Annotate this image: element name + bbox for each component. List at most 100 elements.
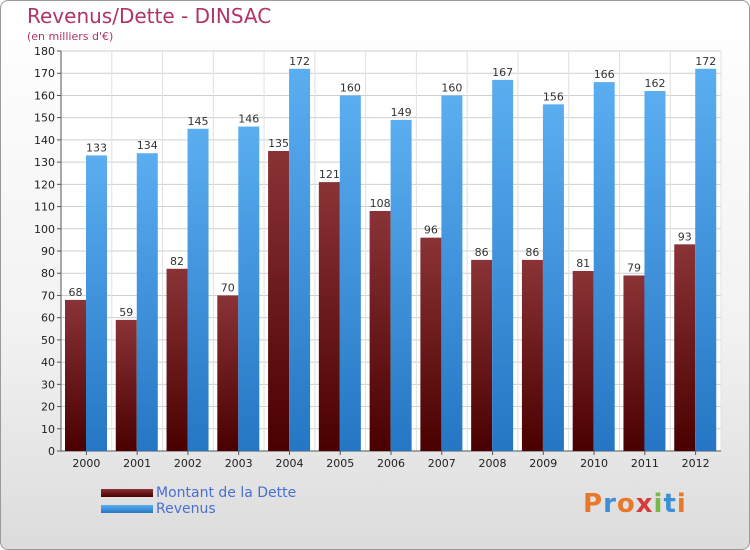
x-tick-label: 2012 [682,457,710,470]
data-label-revenus-2009: 156 [543,90,564,103]
bar-debt-2010 [572,271,594,451]
y-tick-label: 120 [34,178,55,191]
chart-title: Revenus/Dette - DINSAC [27,4,272,28]
data-label-revenus-2012: 172 [695,55,716,68]
data-label-debt-2006: 108 [370,197,391,210]
x-tick-label: 2000 [72,457,100,470]
data-label-debt-2012: 93 [678,230,692,243]
bar-revenus-2004 [289,68,311,452]
legend-swatch-revenus [101,505,153,513]
bar-debt-2000 [65,299,86,451]
y-tick-label: 160 [34,89,55,102]
data-label-debt-2009: 86 [525,246,539,259]
labels: 0 10 20 30 40 50 60 70 80 90 100 110 120 130 140 150 160… [34,45,716,470]
data-label-revenus-2007: 160 [441,81,462,94]
data-label-revenus-2005: 160 [340,81,361,94]
y-tick-label: 180 [34,45,55,58]
bar-debt-2008 [471,259,493,451]
bar-revenus-2005 [339,95,361,451]
bar-revenus-2009 [542,104,564,451]
bar-revenus-2006 [390,119,412,451]
x-tick-label: 2006 [377,457,405,470]
bar-revenus-2010 [593,82,615,451]
data-label-debt-2010: 81 [576,257,590,270]
bar-revenus-2011 [644,91,666,451]
logo-letter: i [676,489,687,519]
bar-debt-2006 [369,211,391,451]
x-tick-label: 2002 [174,457,202,470]
legend-swatch-debt [101,489,153,497]
x-tick-label: 2007 [428,457,456,470]
bar-revenus-2008 [492,79,514,451]
data-label-debt-2007: 96 [424,224,438,237]
bar-revenus-2003 [238,126,260,452]
bar-debt-2004 [268,151,290,451]
y-tick-label: 140 [34,134,55,147]
bar-debt-2007 [420,237,442,451]
legend-label-debt: Montant de la Dette [156,485,297,501]
data-label-revenus-2003: 146 [238,113,259,126]
bar-debt-2005 [318,182,340,451]
data-label-revenus-2008: 167 [492,66,513,79]
x-tick-label: 2004 [275,457,303,470]
data-label-revenus-2000: 133 [86,141,107,154]
x-tick-label: 2005 [326,457,354,470]
x-tick-label: 2003 [225,457,253,470]
y-tick-label: 60 [41,312,55,325]
y-tick-label: 80 [41,267,55,280]
bar-debt-2001 [115,319,137,451]
logo-letter: r [603,489,617,519]
bar-debt-2009 [521,259,543,451]
y-tick-label: 0 [48,445,55,458]
logo-letter: t [663,489,677,519]
logo-letter: i [653,489,664,519]
logo-letter: o [616,489,636,519]
data-label-debt-2003: 70 [221,281,235,294]
data-label-debt-2004: 135 [268,137,289,150]
data-label-revenus-2004: 172 [289,55,310,68]
y-tick-label: 100 [34,223,55,236]
bar-revenus-2007 [441,95,463,451]
x-tick-label: 2008 [479,457,507,470]
data-label-revenus-2010: 166 [594,68,615,81]
bar-debt-2002 [166,268,188,451]
y-tick-label: 70 [41,289,55,302]
data-label-debt-2002: 82 [170,255,184,268]
data-label-revenus-2002: 145 [188,115,209,128]
y-tick-label: 20 [41,401,55,414]
logo-letter: P [583,489,604,519]
bar-debt-2012 [674,244,696,451]
data-label-revenus-2001: 134 [137,139,158,152]
x-tick-label: 2001 [123,457,151,470]
bar-revenus-2001 [136,153,158,451]
y-tick-label: 110 [34,201,55,214]
bar-revenus-2000 [86,155,107,451]
y-tick-label: 30 [41,378,55,391]
y-tick-label: 130 [34,156,55,169]
bar-debt-2011 [623,275,645,451]
bar-revenus-2012 [695,68,717,452]
y-tick-label: 170 [34,67,55,80]
x-tick-label: 2010 [580,457,608,470]
proxiti-logo: Proxiti [583,489,687,519]
bar-revenus-2002 [187,128,209,451]
y-tick-label: 150 [34,112,55,125]
x-tick-label: 2009 [529,457,557,470]
y-tick-label: 40 [41,356,55,369]
bars [65,68,717,452]
y-tick-label: 50 [41,334,55,347]
data-label-debt-2011: 79 [627,261,641,274]
data-label-revenus-2011: 162 [644,77,665,90]
logo-letter: x [635,489,654,519]
legend-label-revenus: Revenus [156,501,216,517]
chart-subtitle: (en milliers d'€) [27,30,114,43]
data-label-debt-2001: 59 [119,306,133,319]
data-label-revenus-2006: 149 [391,106,412,119]
y-tick-label: 10 [41,423,55,436]
bar-debt-2003 [217,295,239,451]
x-tick-label: 2011 [631,457,659,470]
data-label-debt-2005: 121 [319,168,340,181]
data-label-debt-2008: 86 [475,246,489,259]
